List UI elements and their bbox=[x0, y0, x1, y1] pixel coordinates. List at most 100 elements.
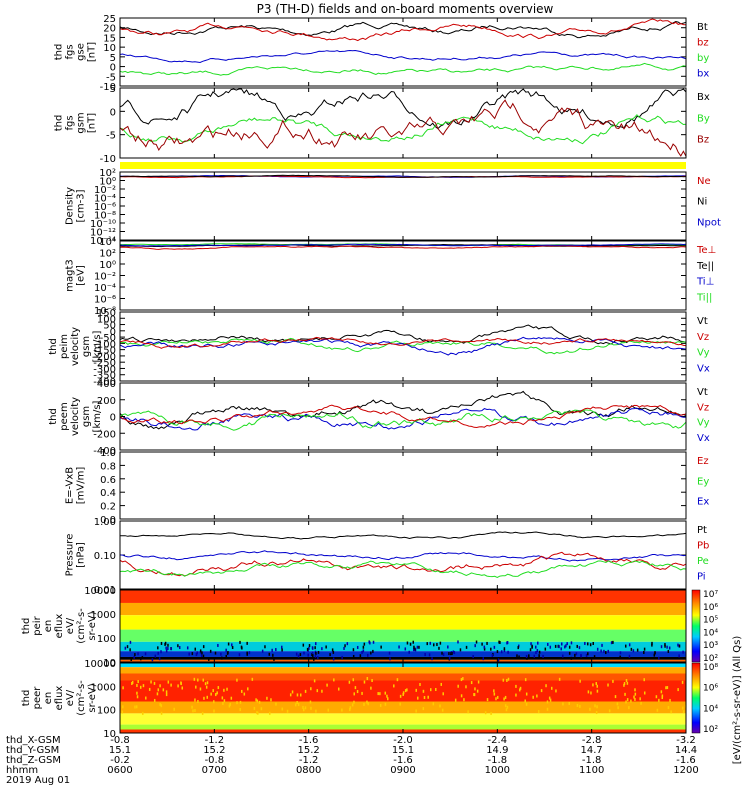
spectrogram-speckle bbox=[640, 701, 642, 705]
spectrogram-speckle bbox=[465, 645, 468, 649]
spectrogram-speckle bbox=[379, 703, 382, 707]
spectrogram-speckle bbox=[160, 641, 163, 645]
spectrogram-speckle bbox=[195, 653, 198, 657]
spectrogram-speckle bbox=[398, 645, 400, 649]
spectrogram-speckle bbox=[387, 697, 389, 701]
spectrogram-speckle bbox=[568, 701, 570, 705]
spectrogram-speckle bbox=[474, 644, 476, 648]
spectrogram-speckle bbox=[584, 641, 586, 645]
spectrogram-speckle bbox=[596, 705, 598, 709]
spectrogram-speckle bbox=[193, 677, 196, 681]
spectrogram-speckle bbox=[536, 694, 538, 698]
spectrogram-speckle bbox=[516, 654, 518, 658]
date-label: 2019 Aug 01 bbox=[6, 775, 70, 786]
spectrogram-speckle bbox=[130, 657, 132, 661]
spectrogram-speckle bbox=[439, 641, 442, 645]
spectrogram-speckle bbox=[131, 680, 134, 684]
panel-frame bbox=[119, 520, 687, 590]
ylabel-line: thd bbox=[48, 408, 59, 425]
y-tick-label: 10⁻² bbox=[94, 185, 116, 196]
spectrogram-speckle bbox=[496, 695, 499, 699]
spectrogram-speckle bbox=[396, 678, 399, 682]
spectrogram-speckle bbox=[460, 694, 463, 698]
spectrogram-speckle bbox=[204, 682, 207, 686]
spectrogram-speckle bbox=[682, 710, 685, 714]
spectrogram-band bbox=[120, 615, 686, 630]
spectrogram-band bbox=[120, 713, 686, 725]
spectrogram-speckle bbox=[197, 699, 199, 703]
spectrogram-speckle bbox=[246, 652, 248, 656]
series-line bbox=[119, 550, 687, 562]
spectrogram-speckle bbox=[558, 677, 561, 681]
spectrogram-speckle bbox=[260, 707, 263, 711]
series-line bbox=[119, 551, 687, 577]
colorbar-tick-label: 10³ bbox=[703, 641, 718, 651]
spectrogram-speckle bbox=[596, 684, 598, 688]
spectrogram-speckle bbox=[475, 640, 478, 644]
spectrogram-speckle bbox=[417, 696, 419, 700]
spectrogram-speckle bbox=[349, 706, 352, 710]
spectrogram-speckle bbox=[415, 688, 417, 692]
ylabel-line: gsm bbox=[76, 112, 87, 133]
spectrogram-speckle bbox=[229, 702, 231, 706]
spectrogram-speckle bbox=[310, 706, 312, 710]
panel-frame bbox=[119, 382, 687, 451]
panel-ylabel-fgs_gse: thdfgsgse[nT] bbox=[54, 42, 98, 62]
spectrogram-speckle bbox=[634, 697, 636, 701]
spectrogram-speckle bbox=[593, 655, 596, 659]
colorbar-label: [eV/(cm²-s-sr-eV)] (All Qs) bbox=[732, 636, 743, 765]
colorbar-tick-label: 10⁶ bbox=[703, 603, 718, 613]
legend-fgs_gsm-0: Bx bbox=[697, 92, 710, 103]
spectrogram-speckle bbox=[188, 652, 190, 656]
spectrogram-speckle bbox=[619, 655, 621, 659]
spectrogram-speckle bbox=[351, 703, 354, 707]
spectrogram-speckle bbox=[544, 647, 547, 651]
spectrogram-speckle bbox=[344, 644, 346, 648]
spectrogram-speckle bbox=[532, 695, 534, 699]
spectrogram-speckle bbox=[310, 687, 312, 691]
ylabel-line: thd bbox=[48, 338, 59, 355]
spectrogram-speckle bbox=[415, 709, 417, 713]
ylabel-line: eV/ bbox=[65, 617, 76, 634]
spectrogram-speckle bbox=[472, 655, 474, 659]
x-tick-label: 0900 bbox=[390, 765, 415, 776]
spectrogram-speckle bbox=[529, 648, 532, 652]
spectrogram-speckle bbox=[406, 641, 409, 645]
spectrogram-speckle bbox=[291, 690, 294, 694]
colorbar-tick-label: 10⁸ bbox=[703, 663, 718, 673]
spectrogram-speckle bbox=[207, 657, 210, 661]
quality-flag-bar bbox=[120, 162, 686, 169]
spectrogram-speckle bbox=[427, 695, 429, 699]
spectrogram-speckle bbox=[419, 683, 421, 687]
spectrogram-speckle bbox=[379, 692, 381, 696]
spectrogram-speckle bbox=[626, 681, 629, 685]
spectrogram-speckle bbox=[221, 656, 223, 660]
spectrogram-speckle bbox=[271, 648, 273, 652]
spectrogram-speckle bbox=[216, 691, 218, 695]
legend-peem_vel-1: Vz bbox=[697, 402, 709, 413]
panel-fgs_gsm: thdfgsgsm[nT] 5 0 -5 -10 Bx By Bz bbox=[54, 84, 710, 165]
spectrogram-speckle bbox=[191, 705, 193, 709]
ylabel-line: fgs bbox=[65, 44, 76, 59]
colorbar-tick-label: 10² bbox=[703, 654, 718, 664]
spectrogram-band bbox=[120, 724, 686, 730]
spectrogram-speckle bbox=[223, 688, 225, 692]
y-tick-label: 0.01 bbox=[94, 585, 116, 596]
y-tick-label: 5 bbox=[110, 53, 116, 64]
spectrogram-speckle bbox=[140, 657, 142, 661]
legend-temp-3: Ti|| bbox=[696, 292, 712, 303]
spectrogram-speckle bbox=[302, 705, 304, 709]
spectrogram-speckle bbox=[624, 644, 627, 648]
spectrogram-speckle bbox=[361, 691, 363, 695]
y-tick-label: 10⁻⁴ bbox=[94, 194, 116, 205]
spectrogram-speckle bbox=[438, 646, 440, 650]
ephemeris-value: -1.8 bbox=[488, 755, 508, 766]
spectrogram-speckle bbox=[619, 651, 622, 655]
spectrogram-speckle bbox=[126, 645, 129, 649]
spectrogram-speckle bbox=[361, 650, 363, 654]
spectrogram-speckle bbox=[256, 699, 259, 703]
spectrogram-speckle bbox=[413, 645, 415, 649]
y-tick-label: 10⁰ bbox=[99, 177, 116, 188]
spectrogram-speckle bbox=[625, 700, 627, 704]
spectrogram-band bbox=[120, 701, 686, 714]
